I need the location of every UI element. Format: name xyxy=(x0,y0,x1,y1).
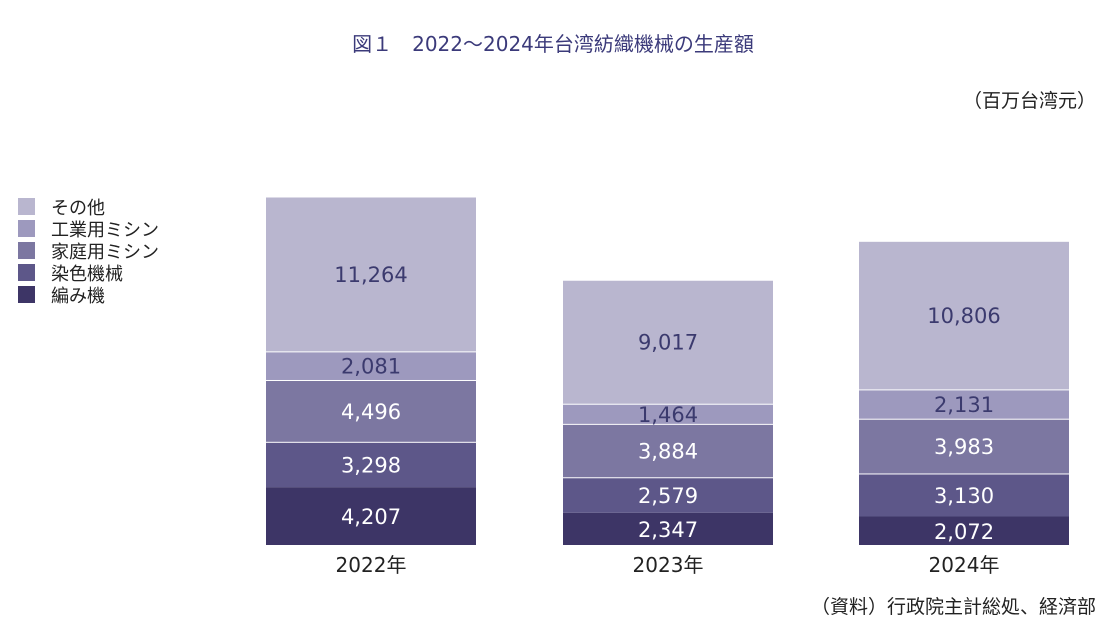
data-label: 11,264 xyxy=(334,263,407,287)
legend-swatch xyxy=(18,198,35,215)
x-axis-labels: 2022年 2023年 2024年 xyxy=(336,553,1000,577)
x-tick-label: 2024年 xyxy=(929,553,1000,577)
legend-label: 家庭用ミシン xyxy=(51,242,159,263)
data-label: 2,131 xyxy=(934,393,994,417)
legend-item: その他 xyxy=(18,198,105,219)
data-label: 1,464 xyxy=(638,403,698,427)
bar-segment-染色機械 xyxy=(859,474,1069,517)
data-label: 9,017 xyxy=(638,331,698,355)
bar-segment-編み機 xyxy=(266,487,476,545)
bar-segment-家庭用ミシン xyxy=(266,380,476,442)
bar-segment-染色機械 xyxy=(563,478,773,513)
legend-item: 染色機械 xyxy=(18,264,123,285)
x-tick-label: 2023年 xyxy=(633,553,704,577)
x-tick-label: 2022年 xyxy=(336,553,407,577)
bar-2024年: 2,072 3,130 3,983 2,131 10,806 xyxy=(859,241,1069,545)
unit-label: （百万台湾元） xyxy=(963,90,1096,112)
legend-label: その他 xyxy=(51,198,105,219)
chart-title: 図１ 2022～2024年台湾紡織機械の生産額 xyxy=(352,32,754,56)
bars: 4,207 3,298 4,496 2,081 11,264 2,347 2,579 3,88… xyxy=(266,197,1069,545)
bar-segment-編み機 xyxy=(859,516,1069,545)
data-label: 3,298 xyxy=(341,453,401,477)
bar-segment-その他 xyxy=(859,241,1069,390)
bar-2023年: 2,347 2,579 3,884 1,464 9,017 xyxy=(563,280,773,545)
bar-segment-編み機 xyxy=(563,512,773,545)
bar-segment-家庭用ミシン xyxy=(563,424,773,478)
legend-item: 編み機 xyxy=(18,286,105,307)
data-label: 2,072 xyxy=(934,520,994,544)
data-label: 4,496 xyxy=(341,400,401,424)
legend-swatch xyxy=(18,264,35,281)
legend-item: 工業用ミシン xyxy=(18,220,159,241)
bar-segment-その他 xyxy=(563,280,773,404)
data-label: 4,207 xyxy=(341,505,401,529)
bar-segment-工業用ミシン xyxy=(563,404,773,424)
legend-label: 工業用ミシン xyxy=(51,220,159,241)
legend-swatch xyxy=(18,242,35,259)
data-label: 3,983 xyxy=(934,435,994,459)
source-note: （資料）行政院主計総処、経済部 xyxy=(811,596,1096,618)
legend-swatch xyxy=(18,220,35,237)
data-label: 10,806 xyxy=(927,304,1000,328)
bar-segment-工業用ミシン xyxy=(266,352,476,380)
bar-segment-その他 xyxy=(266,197,476,352)
legend-label: 編み機 xyxy=(51,286,105,307)
bar-segment-染色機械 xyxy=(266,442,476,488)
data-label: 2,347 xyxy=(638,518,698,542)
data-label: 2,579 xyxy=(638,484,698,508)
data-label: 2,081 xyxy=(341,355,401,379)
data-label: 3,130 xyxy=(934,484,994,508)
legend-swatch xyxy=(18,286,35,303)
data-label: 3,884 xyxy=(638,440,698,464)
bar-segment-家庭用ミシン xyxy=(859,419,1069,474)
legend-item: 家庭用ミシン xyxy=(18,242,159,263)
bar-2022年: 4,207 3,298 4,496 2,081 11,264 xyxy=(266,197,476,545)
legend-label: 染色機械 xyxy=(51,264,123,285)
bar-segment-工業用ミシン xyxy=(859,390,1069,419)
